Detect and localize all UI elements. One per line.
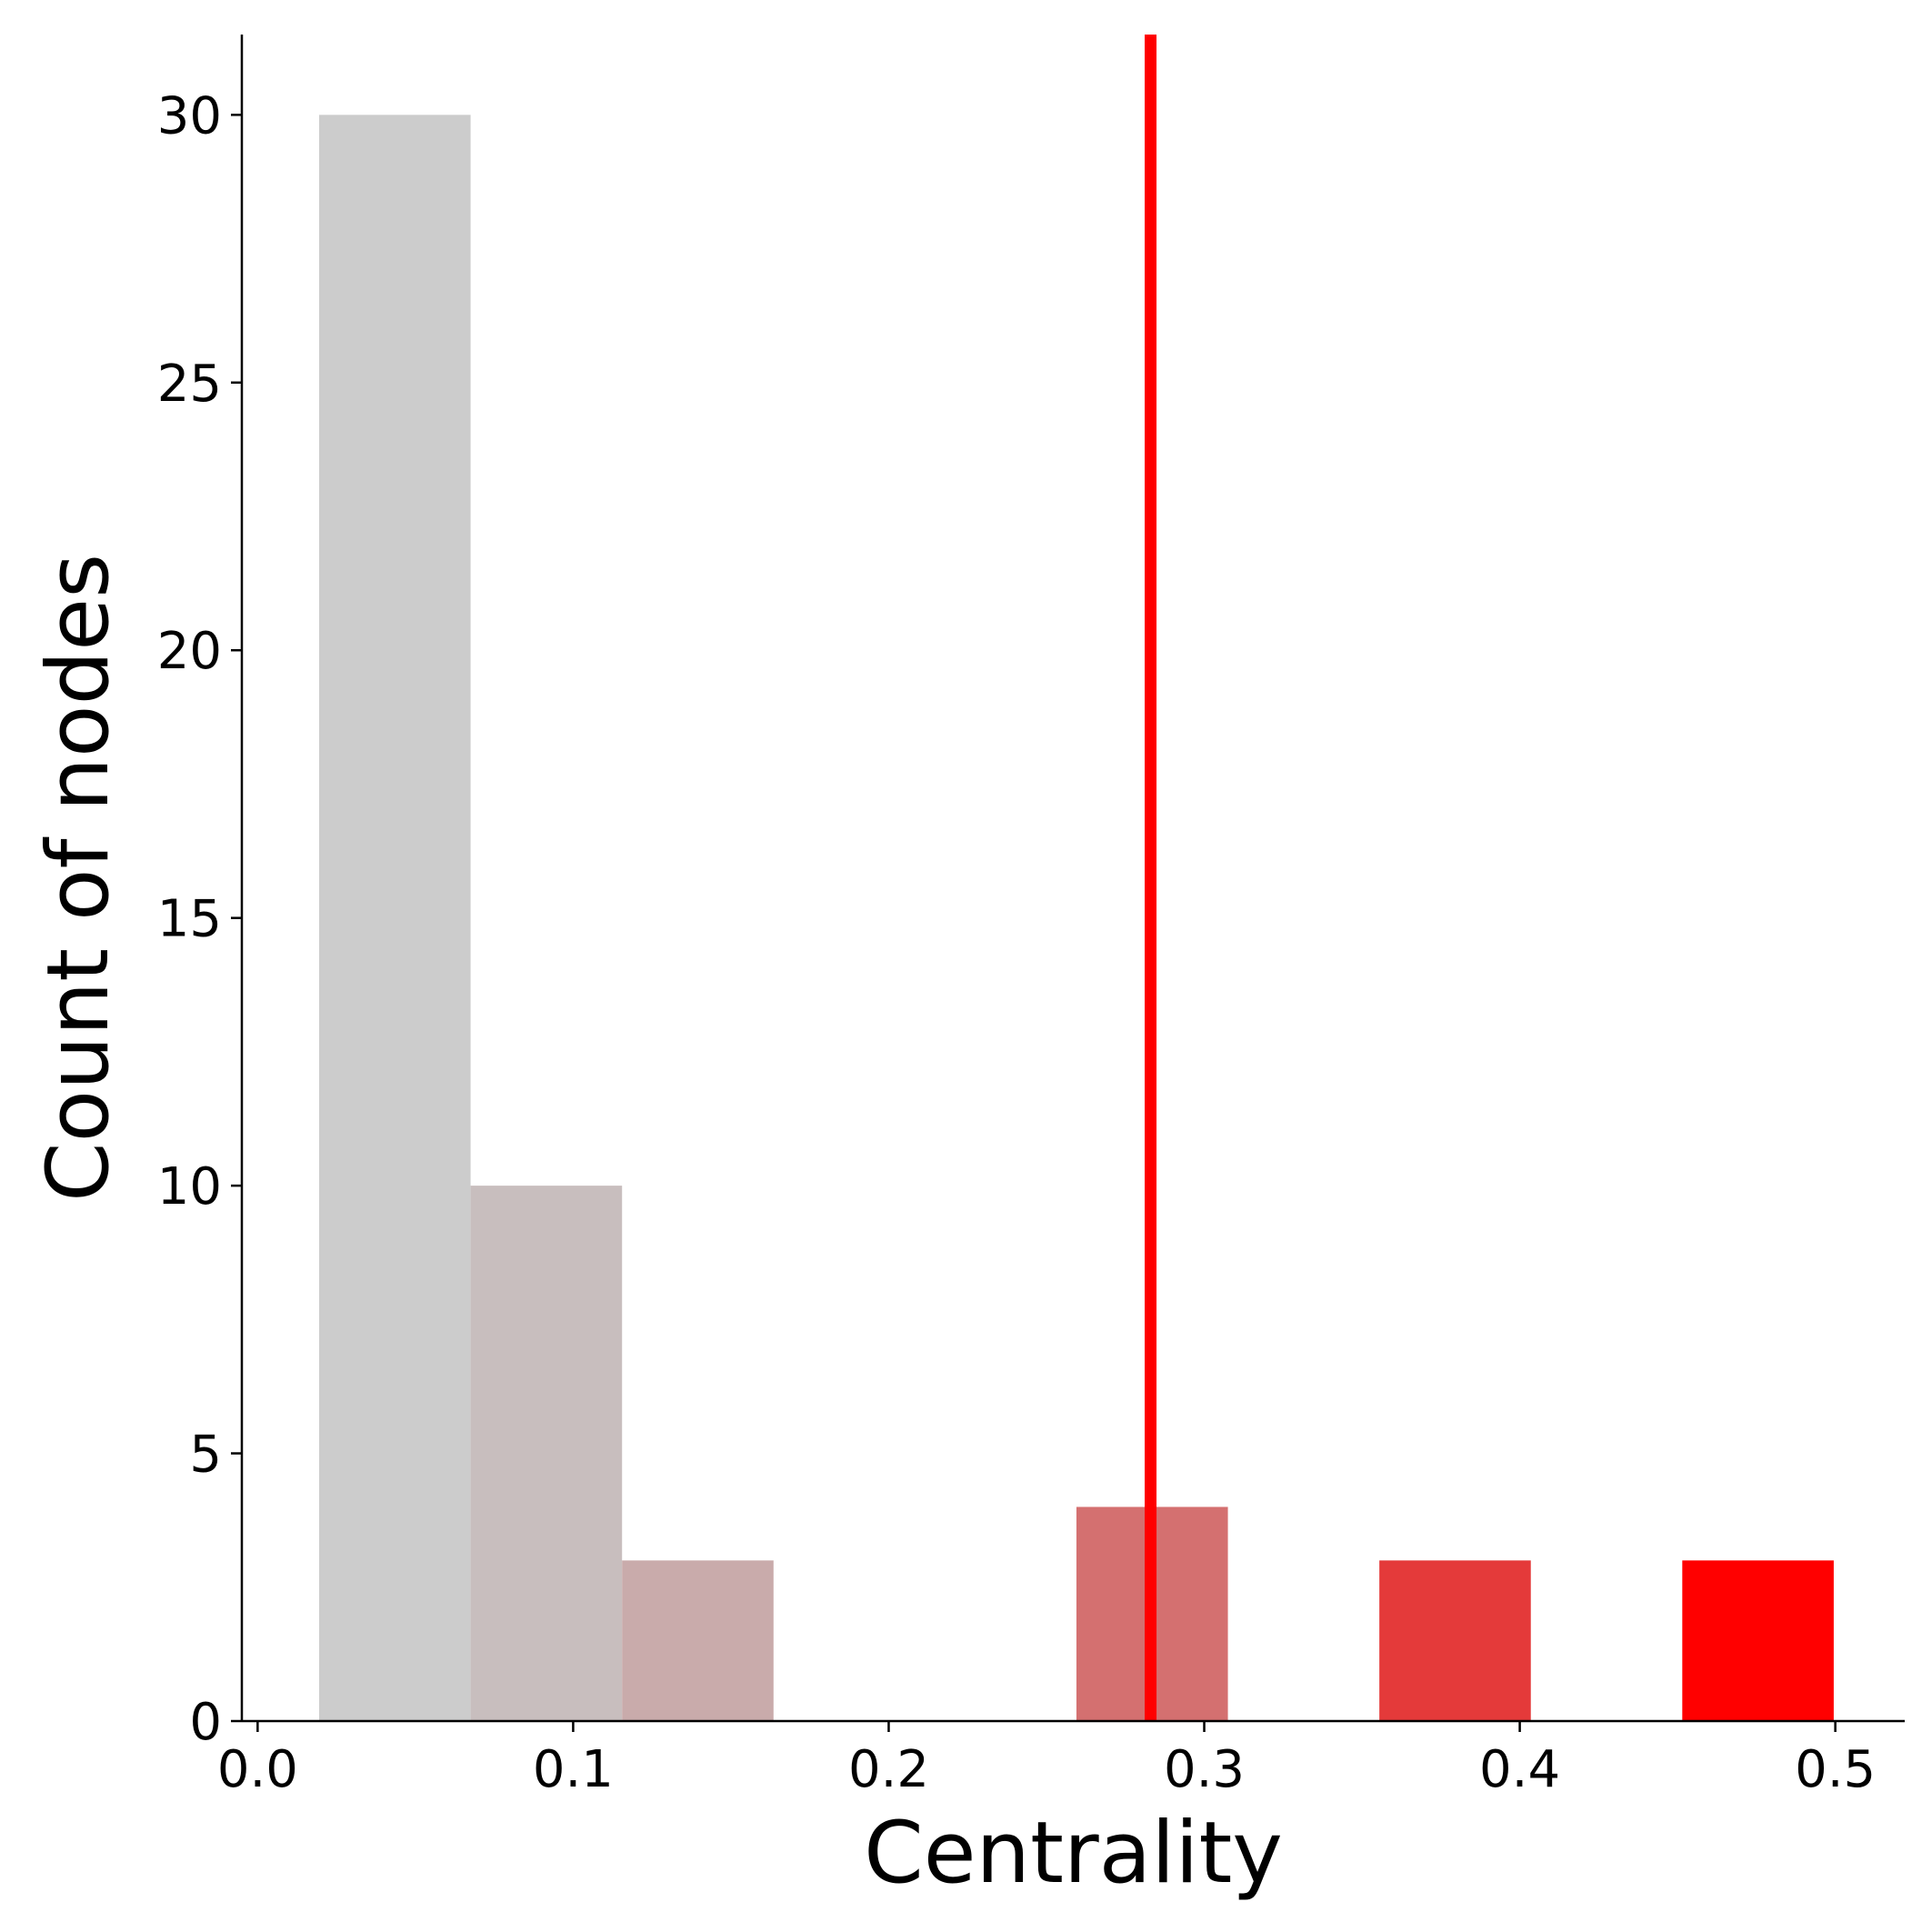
x-tick-label: 0.2 <box>848 1740 929 1799</box>
bars-layer <box>319 115 1834 1721</box>
y-tick-label: 5 <box>189 1426 222 1485</box>
y-tick-label: 30 <box>157 86 222 145</box>
x-tick-label: 0.3 <box>1164 1740 1245 1799</box>
x-tick-label: 0.5 <box>1795 1740 1876 1799</box>
y-axis-label: Count of nodes <box>29 554 128 1202</box>
y-tick-label: 0 <box>189 1693 222 1752</box>
x-tick-label: 0.4 <box>1479 1740 1560 1799</box>
y-tick-label: 15 <box>157 890 222 949</box>
histogram-bar-2 <box>622 1560 774 1721</box>
x-axis-label: Centrality <box>864 1804 1283 1903</box>
x-tick-label: 0.1 <box>533 1740 614 1799</box>
histogram-bar-0 <box>319 115 471 1721</box>
histogram-bar-1 <box>470 1186 623 1721</box>
axes-layer <box>240 35 1905 1723</box>
ticks-layer: 0.0 0.1 0.2 0.3 0.4 0.5 0 5 10 15 20 25 30 <box>157 86 1876 1799</box>
x-tick-label: 0.0 <box>217 1740 298 1799</box>
y-tick-label: 10 <box>157 1157 222 1216</box>
y-tick-label: 25 <box>157 355 222 414</box>
histogram-bar-9 <box>1682 1560 1834 1721</box>
y-tick-label: 20 <box>157 622 222 681</box>
histogram-bar-7 <box>1379 1560 1531 1721</box>
